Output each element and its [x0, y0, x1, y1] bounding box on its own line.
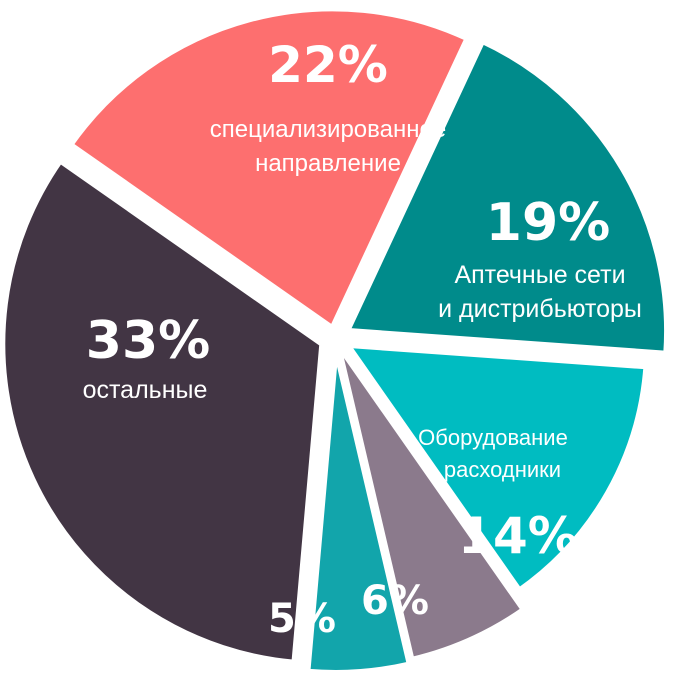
slice-percent-label: 19%	[486, 193, 610, 253]
slice-percent-label: 6%	[361, 578, 429, 624]
slice-category-label: Аптечные сети	[454, 261, 625, 289]
slice-category-label: Оборудование	[418, 425, 568, 450]
slice-category-label: направление	[255, 150, 401, 177]
pie-slice	[304, 347, 414, 676]
pie-slice	[342, 36, 670, 357]
slice-percent-label: 14%	[458, 507, 578, 565]
pie-slice	[0, 156, 326, 666]
slice-category-label: специализированное	[210, 116, 446, 143]
slice-percent-label: 33%	[86, 311, 210, 371]
pie-slice	[334, 341, 529, 664]
slice-category-label: остальные	[83, 376, 208, 404]
slice-percent-label: 5%	[268, 596, 336, 642]
pie-slice	[66, 5, 472, 333]
pie-slice	[341, 341, 650, 595]
slice-category-label: и дистрибьюторы	[438, 295, 642, 323]
slice-percent-label: 22%	[268, 36, 388, 94]
slice-category-label: + расходники	[425, 457, 561, 482]
